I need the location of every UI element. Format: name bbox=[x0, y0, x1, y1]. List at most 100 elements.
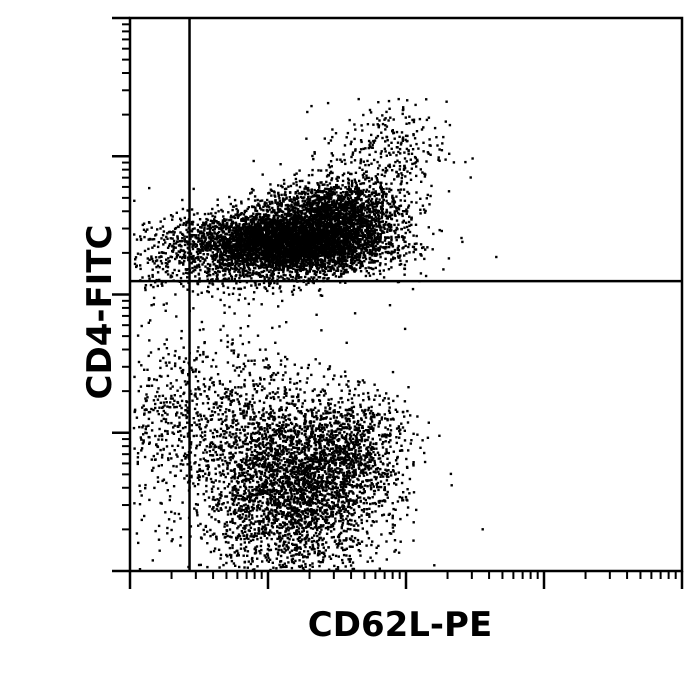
data-point bbox=[300, 265, 303, 268]
data-point bbox=[341, 266, 344, 269]
data-point bbox=[329, 265, 332, 269]
data-point bbox=[268, 270, 271, 273]
data-point bbox=[396, 252, 400, 255]
data-point bbox=[271, 264, 274, 267]
data-point bbox=[325, 237, 329, 241]
data-point bbox=[374, 249, 377, 253]
data-point bbox=[360, 260, 364, 264]
data-point bbox=[310, 235, 313, 238]
data-point bbox=[337, 261, 340, 264]
data-point bbox=[258, 230, 262, 233]
data-point bbox=[287, 254, 290, 257]
data-point bbox=[220, 226, 223, 229]
data-point bbox=[237, 287, 240, 291]
data-point bbox=[351, 229, 354, 233]
data-point bbox=[221, 262, 224, 266]
data-point bbox=[298, 228, 301, 231]
data-point bbox=[191, 244, 195, 247]
data-point bbox=[327, 266, 331, 269]
data-point bbox=[289, 275, 292, 278]
data-point bbox=[325, 243, 328, 246]
data-point bbox=[315, 264, 318, 267]
data-point bbox=[335, 243, 338, 247]
data-point bbox=[318, 251, 321, 254]
data-point bbox=[412, 250, 415, 254]
data-point bbox=[299, 263, 303, 266]
data-point bbox=[286, 255, 289, 258]
data-point bbox=[363, 235, 366, 239]
data-point bbox=[349, 265, 353, 268]
data-point bbox=[259, 243, 262, 246]
data-point bbox=[254, 206, 257, 210]
data-point bbox=[326, 262, 329, 265]
data-point bbox=[206, 227, 209, 230]
data-point bbox=[322, 277, 325, 280]
data-point bbox=[340, 273, 343, 277]
data-point bbox=[342, 246, 345, 249]
data-point bbox=[246, 260, 249, 264]
data-point bbox=[311, 246, 314, 250]
data-point bbox=[243, 219, 246, 222]
data-point bbox=[268, 217, 271, 221]
data-point bbox=[393, 257, 396, 260]
data-point bbox=[249, 215, 252, 218]
data-point bbox=[202, 224, 205, 227]
data-point bbox=[209, 219, 213, 222]
data-point bbox=[244, 219, 247, 222]
data-point bbox=[345, 268, 348, 271]
data-point bbox=[364, 274, 368, 278]
data-point bbox=[268, 277, 271, 280]
data-point bbox=[432, 232, 435, 236]
data-point bbox=[370, 258, 373, 262]
data-point bbox=[166, 246, 170, 249]
data-point bbox=[323, 258, 327, 261]
data-point bbox=[183, 254, 187, 257]
data-point bbox=[309, 233, 313, 236]
data-point bbox=[252, 269, 255, 273]
data-point bbox=[231, 229, 235, 232]
data-point bbox=[268, 226, 272, 229]
data-point bbox=[306, 272, 309, 275]
data-point bbox=[291, 261, 294, 264]
data-point bbox=[273, 266, 277, 270]
data-point bbox=[276, 278, 279, 281]
data-point bbox=[355, 253, 358, 256]
data-point bbox=[301, 206, 304, 209]
data-point bbox=[313, 247, 316, 250]
data-point bbox=[227, 251, 230, 254]
data-point bbox=[297, 256, 301, 259]
data-point bbox=[315, 248, 318, 251]
data-point bbox=[287, 224, 290, 228]
data-point bbox=[217, 244, 220, 248]
data-point bbox=[206, 262, 210, 266]
data-point bbox=[233, 255, 236, 258]
data-point bbox=[299, 255, 302, 258]
data-point bbox=[292, 220, 295, 223]
data-point bbox=[320, 254, 324, 257]
data-point bbox=[334, 245, 337, 248]
data-point bbox=[267, 235, 271, 238]
data-point bbox=[362, 251, 366, 254]
data-point bbox=[226, 247, 229, 250]
data-point bbox=[368, 256, 371, 260]
data-point bbox=[240, 202, 243, 205]
data-point bbox=[419, 272, 423, 275]
data-point bbox=[239, 248, 242, 252]
data-point bbox=[270, 256, 273, 259]
data-point bbox=[223, 219, 227, 223]
data-point bbox=[426, 246, 429, 249]
data-point bbox=[301, 237, 304, 240]
data-point bbox=[355, 263, 358, 267]
data-point bbox=[208, 264, 212, 267]
data-point bbox=[268, 228, 271, 231]
data-point bbox=[364, 200, 368, 203]
data-point bbox=[290, 259, 294, 262]
data-point bbox=[339, 242, 342, 245]
data-point bbox=[323, 270, 327, 273]
data-point bbox=[291, 275, 295, 279]
data-point bbox=[279, 220, 283, 223]
data-point bbox=[319, 247, 322, 250]
data-point bbox=[253, 216, 257, 220]
data-point bbox=[300, 251, 304, 254]
